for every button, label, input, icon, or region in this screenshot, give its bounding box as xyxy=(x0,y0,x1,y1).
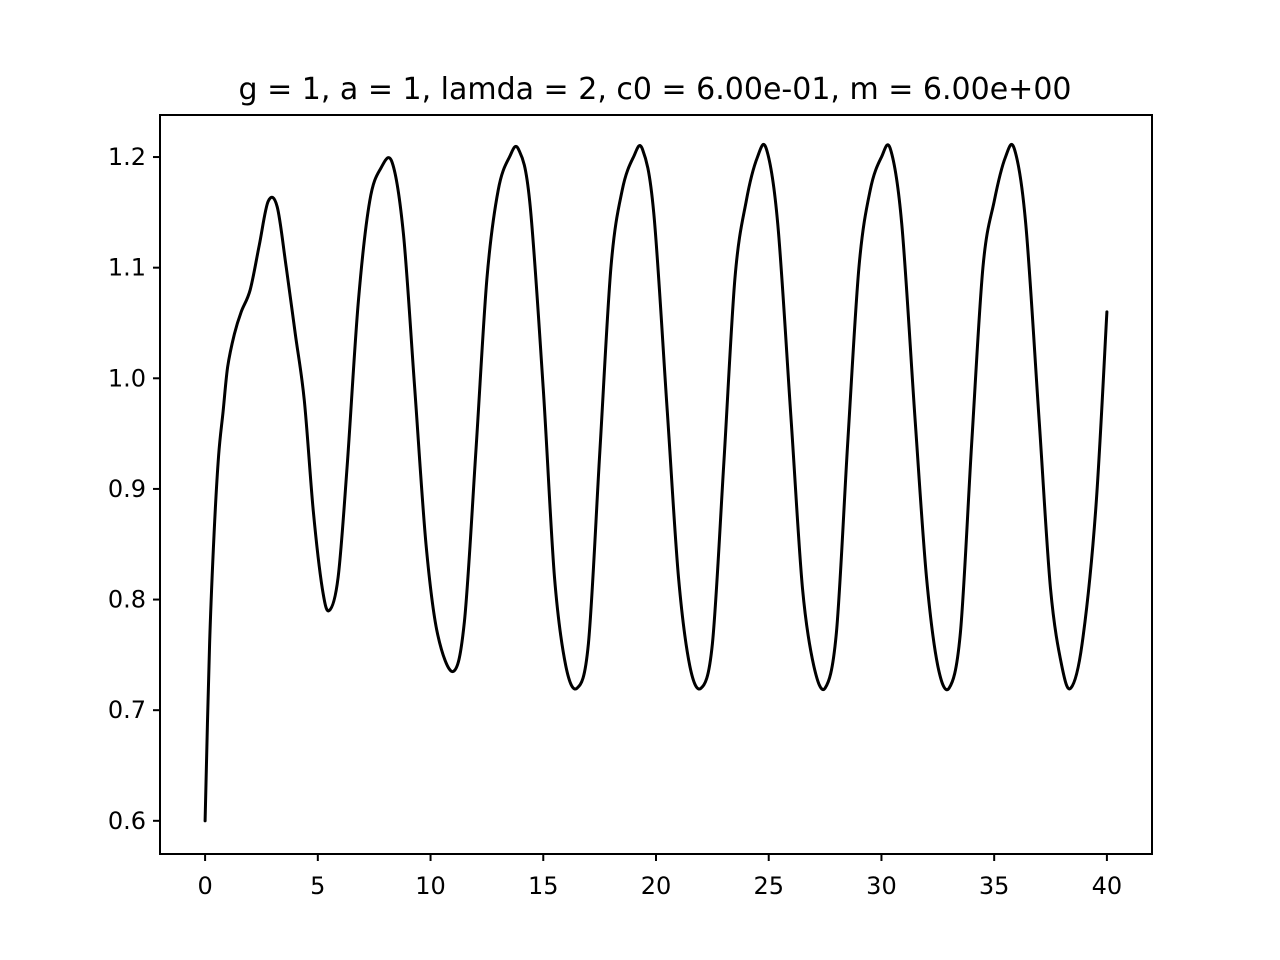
y-tick-label: 0.6 xyxy=(108,807,146,835)
x-tick-label: 0 xyxy=(197,872,212,900)
x-tick-label: 10 xyxy=(415,872,446,900)
x-tick-label: 40 xyxy=(1092,872,1123,900)
x-tick-label: 35 xyxy=(979,872,1010,900)
x-tick-label: 20 xyxy=(641,872,672,900)
y-tick-label: 1.1 xyxy=(108,254,146,282)
y-tick-label: 0.7 xyxy=(108,696,146,724)
plot-area-frame xyxy=(159,114,1153,855)
chart-title: g = 1, a = 1, lamda = 2, c0 = 6.00e-01, … xyxy=(238,72,1071,107)
x-tick-label: 30 xyxy=(866,872,897,900)
x-tick-label: 15 xyxy=(528,872,559,900)
x-axis: 0 5 10 15 20 25 30 35 40 xyxy=(197,854,1122,900)
y-tick-label: 1.2 xyxy=(108,143,146,171)
y-tick-label: 1.0 xyxy=(108,364,146,392)
series-line xyxy=(203,143,1109,823)
x-tick-label: 5 xyxy=(310,872,325,900)
y-tick-label: 0.8 xyxy=(108,586,146,614)
y-tick-label: 0.9 xyxy=(108,475,146,503)
x-tick-label: 25 xyxy=(753,872,784,900)
y-axis: 0.6 0.7 0.8 0.9 1.0 1.1 1.2 xyxy=(108,143,160,835)
